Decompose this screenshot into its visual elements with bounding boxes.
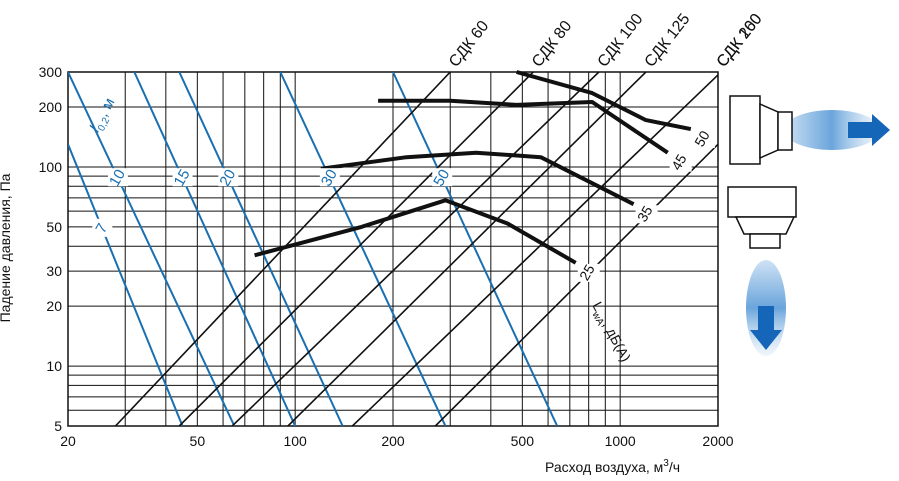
x-tick-label: 100 <box>283 433 307 449</box>
x-axis-title-sup: 3 <box>663 458 669 469</box>
throw-line <box>133 72 297 426</box>
vertical-diffuser-body <box>727 186 797 218</box>
throw-label: 15 <box>171 166 194 189</box>
plot-grid <box>67 71 719 427</box>
sound-curve <box>254 198 577 265</box>
throw-line <box>68 143 184 426</box>
sound-curve <box>378 98 669 155</box>
sound-curves <box>254 70 692 265</box>
x-axis-title-main: Расход воздуха, м <box>545 459 663 475</box>
model-label: СДК 60 <box>446 18 492 71</box>
right-arrow-icon <box>848 114 890 146</box>
model-label: СДК 80 <box>529 18 575 71</box>
model-line <box>287 72 647 426</box>
model-line <box>178 72 534 426</box>
x-tick-label: 50 <box>190 433 206 449</box>
sound-label-bg <box>577 263 600 282</box>
throw-label: 50 <box>430 166 453 189</box>
throw-label-bg <box>92 218 113 237</box>
y-tick-label: 30 <box>46 263 62 279</box>
x-axis-title-tail: /ч <box>669 459 680 475</box>
x-tick-label: 200 <box>381 433 405 449</box>
y-tick-label: 100 <box>39 159 63 175</box>
throw-lines <box>68 72 559 426</box>
down-arrow-icon <box>750 306 782 350</box>
model-label: СДК 200 <box>714 11 766 71</box>
sound-curve <box>516 70 692 132</box>
y-tick-label: 200 <box>39 99 63 115</box>
throw-axis-label-unit: , м <box>95 95 119 119</box>
x-tick-label: 2000 <box>702 433 733 449</box>
model-label: СДК 125 <box>642 11 694 71</box>
horizontal-diffuser-nozzle <box>777 111 793 151</box>
throw-axis-label: l0,2, м <box>87 95 122 136</box>
throw-label: 30 <box>318 166 341 189</box>
throw-label-bg <box>172 168 193 187</box>
horizontal-diffuser-body <box>729 95 761 165</box>
throw-line <box>178 72 344 426</box>
model-line <box>231 72 600 426</box>
throw-label-bg <box>107 168 128 187</box>
horizontal-airflow-glow <box>784 110 880 150</box>
sound-label: 45 <box>668 151 690 173</box>
y-tick-label: 300 <box>39 64 63 80</box>
x-tick-label: 500 <box>511 433 535 449</box>
x-tick-label: 1000 <box>605 433 636 449</box>
x-tick-label: 20 <box>60 433 76 449</box>
throw-label: 10 <box>106 166 129 189</box>
sound-axis-label: LwA, дБ(А) <box>586 299 634 366</box>
horizontal-diffuser-icon <box>729 95 890 165</box>
axis-ticks: 20 50 100 200 500 1000 2000 5 10 20 30 50 100 200 300 <box>39 64 734 449</box>
throw-line <box>392 72 559 426</box>
y-tick-label: 10 <box>46 358 62 374</box>
vertical-diffuser-cone <box>734 216 796 235</box>
sound-curve <box>320 150 635 206</box>
sound-label: 50 <box>691 128 713 150</box>
throw-label-bg <box>319 168 340 187</box>
throw-axis-label-main: l <box>87 123 104 135</box>
y-axis-title: Падение давления, Па <box>0 173 13 322</box>
sound-label-bg <box>692 130 715 149</box>
vertical-diffuser-icon <box>727 186 797 356</box>
y-tick-label: 20 <box>46 298 62 314</box>
sound-label-bg <box>635 205 658 224</box>
throw-label-bg <box>218 168 239 187</box>
sound-label-bg <box>669 153 692 172</box>
vertical-diffuser-nozzle <box>749 233 781 249</box>
y-tick-label: 5 <box>54 418 62 434</box>
model-line <box>351 74 718 426</box>
throw-line <box>68 72 236 426</box>
sound-label: 35 <box>634 203 656 225</box>
throw-label-bg <box>432 168 453 187</box>
y-tick-label: 50 <box>46 219 62 235</box>
sound-label: 25 <box>576 261 598 283</box>
horizontal-diffuser-cone <box>759 102 779 160</box>
throw-line <box>279 72 447 426</box>
x-axis-title: Расход воздуха, м3/ч <box>545 458 680 475</box>
model-line <box>434 143 718 426</box>
sound-axis-label-tail: , дБ(А) <box>600 318 635 364</box>
throw-label: 20 <box>216 166 239 189</box>
model-lines <box>114 72 718 426</box>
model-label: СДК 100 <box>595 11 647 71</box>
